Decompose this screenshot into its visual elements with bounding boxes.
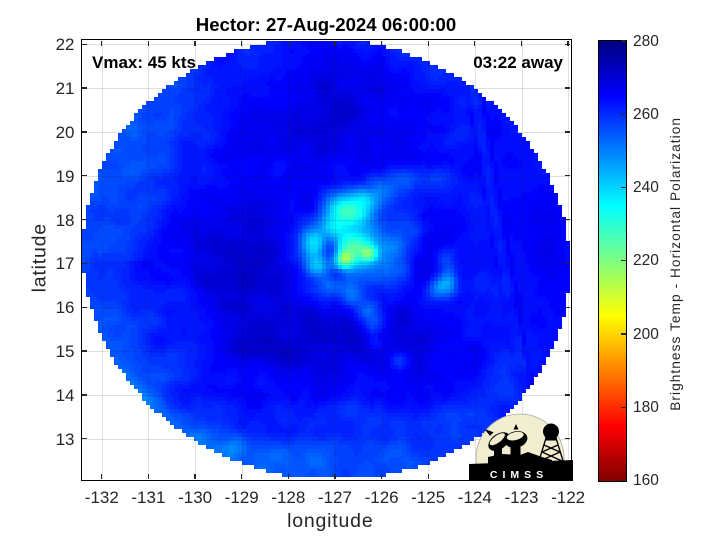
svg-text:CIMSS: CIMSS [490, 469, 548, 481]
